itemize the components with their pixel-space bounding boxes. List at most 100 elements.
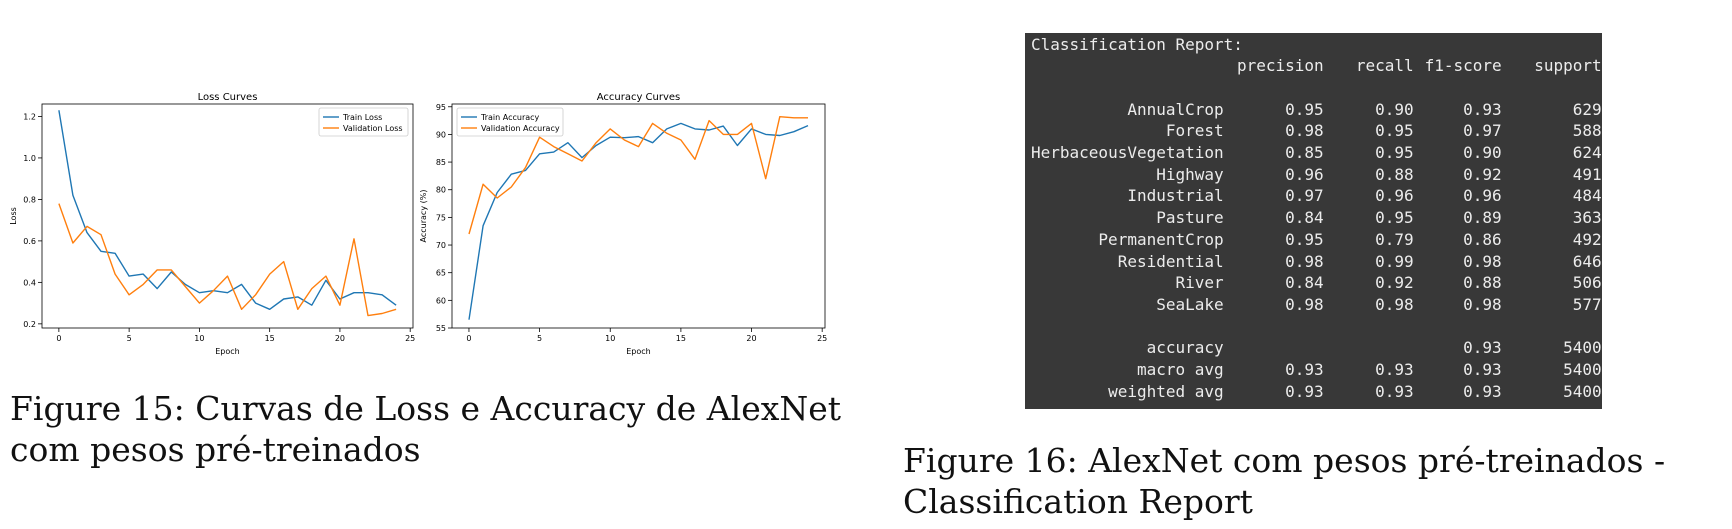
- y-tick-label: 85: [436, 158, 446, 167]
- report-cell-f1: 0.98: [1463, 294, 1502, 314]
- report-cell-f1: 0.92: [1463, 164, 1502, 184]
- report-cell-label: Residential: [1117, 251, 1224, 271]
- report-cell-support: 629: [1572, 99, 1602, 119]
- report-summary-row: accuracy 0.93 5400: [1031, 337, 1602, 359]
- report-cell-precision: 0.84: [1285, 273, 1324, 293]
- legend-box: [318, 107, 409, 137]
- report-cell-precision: 0.93: [1285, 359, 1324, 379]
- x-axis-label: Epoch: [215, 347, 240, 356]
- report-cell-support: 5400: [1563, 338, 1602, 358]
- report-cell-precision: 0.96: [1285, 164, 1324, 184]
- series-line-train: [468, 122, 809, 320]
- report-cell-support: 506: [1572, 273, 1602, 293]
- report-cell-f1: 0.89: [1463, 208, 1502, 228]
- report-cell-precision: 0.84: [1285, 208, 1324, 228]
- report-cell-recall: 0.95: [1375, 143, 1414, 163]
- report-class-row: PermanentCrop 0.95 0.79 0.86 492: [1031, 229, 1601, 251]
- header-blank: [1031, 55, 1224, 77]
- report-class-row: Forest 0.98 0.95 0.97 588: [1031, 120, 1602, 142]
- report-class-row: River 0.84 0.92 0.88 506: [1031, 272, 1602, 294]
- y-axis-label: Accuracy (%): [419, 190, 428, 243]
- report-cell-precision: 0.95: [1285, 99, 1324, 119]
- chart-title: Accuracy Curves: [597, 92, 681, 103]
- report-cell-support: 577: [1572, 294, 1602, 314]
- chart-title: Loss Curves: [198, 92, 258, 103]
- x-tick-label: 25: [405, 334, 415, 343]
- report-summary-row: weighted avg 0.93 0.93 0.93 5400: [1031, 380, 1602, 402]
- report-title: Classification Report:: [1031, 35, 1243, 54]
- x-tick-label: 15: [265, 334, 275, 343]
- report-cell-recall: 0.88: [1375, 164, 1414, 184]
- legend-label: Train Loss: [342, 113, 382, 122]
- series-line-validation: [468, 116, 808, 235]
- report-spacer: [1031, 315, 1602, 337]
- report-cell-recall: 0.95: [1375, 121, 1414, 141]
- y-tick-label: 95: [436, 103, 446, 112]
- report-cell-support: 588: [1572, 121, 1602, 141]
- report-cell-f1: 0.90: [1463, 143, 1502, 163]
- report-cell-label: weighted avg: [1108, 381, 1224, 401]
- report-cell-label: PermanentCrop: [1098, 229, 1224, 249]
- report-cell-f1: 0.97: [1463, 121, 1502, 141]
- report-cell-label: AnnualCrop: [1127, 99, 1224, 119]
- report-cell-label: Industrial: [1127, 186, 1224, 206]
- report-cell-support: 5400: [1563, 359, 1602, 379]
- y-tick-label: 0.8: [23, 195, 36, 204]
- legend-label: Validation Accuracy: [481, 124, 560, 133]
- legend-box: [456, 107, 564, 137]
- report-cell-recall: 0.99: [1375, 251, 1414, 271]
- report-cell-precision: [1224, 337, 1324, 359]
- report-cell-label: SeaLake: [1156, 294, 1224, 314]
- report-cell-support: 646: [1572, 251, 1602, 271]
- report-cell-recall: 0.96: [1375, 186, 1414, 206]
- report-cell-f1: 0.88: [1463, 273, 1502, 293]
- y-tick-label: 55: [436, 324, 446, 333]
- x-tick-label: 20: [335, 334, 345, 343]
- x-tick-label: 10: [605, 334, 615, 343]
- x-tick-label: 0: [466, 334, 471, 343]
- x-tick-label: 20: [746, 334, 756, 343]
- report-cell-precision: 0.98: [1285, 121, 1324, 141]
- x-tick-label: 5: [537, 334, 542, 343]
- report-summary-row: macro avg 0.93 0.93 0.93 5400: [1031, 359, 1602, 381]
- report-cell-label: River: [1175, 273, 1224, 293]
- report-class-row: Residential 0.98 0.99 0.98 646: [1031, 250, 1602, 272]
- x-tick-label: 5: [127, 334, 132, 343]
- report-class-row: Pasture 0.84 0.95 0.89 363: [1031, 207, 1601, 229]
- report-class-row: HerbaceousVegetation 0.85 0.95 0.90 624: [1031, 142, 1602, 164]
- y-tick-label: 80: [436, 186, 446, 195]
- report-cell-label: HerbaceousVegetation: [1031, 143, 1224, 163]
- y-tick-label: 0.6: [23, 237, 36, 246]
- report-cell-support: 491: [1572, 164, 1602, 184]
- report-cell-label: Forest: [1165, 121, 1224, 141]
- series-line-validation: [58, 203, 397, 317]
- header-f1-score: f1-score: [1424, 56, 1502, 76]
- report-cell-support: 624: [1572, 143, 1602, 163]
- figure-15-caption: Figure 15: Curvas de Loss e Accuracy de …: [10, 389, 841, 469]
- legend-label: Train Accuracy: [480, 113, 540, 122]
- report-cell-label: accuracy: [1146, 338, 1224, 358]
- charts-svg: Loss Curves 0 5 10 15 20 25 0.2 0.4 0.6 0.8 1.0 1.2 E…: [9, 92, 827, 356]
- report-cell-recall: 0.93: [1375, 359, 1414, 379]
- report-cell-recall: 0.79: [1375, 229, 1414, 249]
- x-axis-label: Epoch: [626, 347, 651, 356]
- y-tick-label: 75: [436, 213, 446, 222]
- classification-report: Classification Report: precision recall …: [1025, 33, 1602, 409]
- report-cell-support: 484: [1572, 186, 1602, 206]
- report-cell-recall: 0.98: [1375, 294, 1414, 314]
- plot-frame: [41, 103, 414, 329]
- report-cell-label: Pasture: [1156, 208, 1224, 228]
- header-support: support: [1534, 56, 1602, 76]
- legend-label: Validation Loss: [343, 124, 403, 133]
- x-tick-label: 10: [194, 334, 204, 343]
- header-recall: recall: [1355, 56, 1414, 76]
- report-cell-f1: 0.93: [1463, 338, 1502, 358]
- report-cell-f1: 0.93: [1463, 359, 1502, 379]
- report-cell-label: macro avg: [1136, 359, 1224, 379]
- report-cell-precision: 0.93: [1285, 381, 1324, 401]
- report-cell-precision: 0.98: [1285, 251, 1324, 271]
- report-cell-precision: 0.98: [1285, 294, 1324, 314]
- y-tick-label: 1.0: [23, 154, 36, 163]
- y-axis-label: Loss: [9, 207, 18, 225]
- report-cell-recall: 0.93: [1375, 381, 1414, 401]
